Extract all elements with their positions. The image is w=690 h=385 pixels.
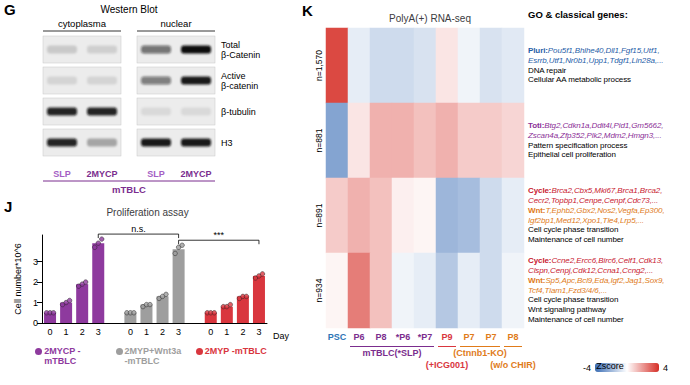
svg-text:0: 0 [33, 318, 38, 328]
html-text:Zscore: Zscore [596, 361, 624, 371]
svg-text:n=881: n=881 [314, 128, 324, 152]
svg-text:P7: P7 [485, 332, 496, 342]
html-text:K: K [302, 2, 313, 19]
svg-text:G: G [4, 1, 16, 18]
html-text:J: J [4, 198, 13, 215]
html-text:(Ctnnb1-KO): (Ctnnb1-KO) [453, 348, 507, 358]
svg-text:0: 0 [48, 327, 53, 337]
svg-text:mTBLC: mTBLC [112, 184, 146, 195]
html-text:Tcf4,Tiam1,Fzd3/4/6,...: Tcf4,Tiam1,Fzd3/4/6,... [528, 285, 608, 295]
svg-text:H3: H3 [221, 138, 233, 148]
svg-text:n=934: n=934 [314, 278, 324, 302]
svg-text:Day: Day [273, 331, 290, 341]
svg-text:1: 1 [144, 327, 149, 337]
svg-text:β-tubulin: β-tubulin [221, 107, 256, 117]
html-text:Clspn,Cenpj,Cdk12,Ccna1,Ccng2,: Clspn,Cenpj,Cdk12,Ccna1,Ccng2,... [528, 266, 654, 275]
html-text:(w/o CHIR): (w/o CHIR) [490, 360, 536, 370]
html-text:GO & classical genes:: GO & classical genes: [528, 9, 628, 20]
html-text:(+ICG001): (+ICG001) [425, 360, 469, 370]
svg-text:2: 2 [240, 327, 245, 337]
svg-text:2MYCP: 2MYCP [86, 169, 117, 179]
svg-text:Western Blot: Western Blot [100, 4, 157, 15]
svg-text:1: 1 [224, 327, 229, 337]
html-text:mTBLC(*SLP): mTBLC(*SLP) [362, 348, 422, 358]
svg-text:4: 4 [663, 363, 668, 373]
html-text:Wnt: Sp5,Apc,Bcl9,Eda,Igf2,Jag: Wnt: Sp5,Apc,Bcl9,Eda,Igf2,Jag1,Sox9, [528, 275, 665, 285]
svg-text:nuclear: nuclear [160, 18, 191, 29]
html-text:Cell cycle phase transition: Cell cycle phase transition [528, 295, 619, 305]
svg-text:3: 3 [33, 257, 38, 267]
svg-text:-4: -4 [583, 363, 591, 373]
svg-text:3: 3 [256, 327, 261, 337]
html-text:Epithelial cell proliferation: Epithelial cell proliferation [528, 150, 616, 160]
svg-text:n=1,570: n=1,570 [314, 50, 324, 81]
svg-text:***: *** [214, 230, 225, 240]
svg-text:PSC: PSC [328, 332, 347, 342]
svg-text:*P6: *P6 [396, 332, 411, 342]
html-text:2MYP+Wnt3a -mTBLC: 2MYP+Wnt3a -mTBLC [124, 346, 182, 366]
svg-text:3: 3 [176, 327, 181, 337]
svg-text:0: 0 [208, 327, 213, 337]
html-text:Esrrb,Utf1,Nr0b1,Upp1,Tdgf1,Li: Esrrb,Utf1,Nr0b1,Upp1,Tdgf1,Lin28a,... [528, 55, 664, 65]
svg-text:Proliferation assay: Proliferation assay [106, 207, 188, 218]
html-text:Igf2bp1,Med12,Xpo1,Tle4,Lrp5,.: Igf2bp1,Med12,Xpo1,Tle4,Lrp5,... [528, 215, 644, 225]
html-text:Maintenance of cell number: Maintenance of cell number [528, 315, 624, 324]
html-text:2MYCP -mTBLC: 2MYCP -mTBLC [44, 346, 81, 366]
svg-text:SLP: SLP [147, 169, 165, 179]
svg-text:*P7: *P7 [418, 332, 433, 342]
html-text:Cell cycle phase transition: Cell cycle phase transition [528, 225, 619, 235]
html-text:Cycle: Brca2,Cbx5,Mki67,Brca1,: Cycle: Brca2,Cbx5,Mki67,Brca1,Brca2, [528, 186, 663, 196]
svg-text:P7: P7 [463, 332, 474, 342]
html-text:2MYP -mTBLC: 2MYP -mTBLC [204, 346, 267, 356]
svg-text:cytoplasma: cytoplasma [58, 18, 107, 29]
html-text:Pattern specification process: Pattern specification process [528, 140, 628, 150]
html-text:Zscan4a,Zfp352,Plk2,Mdm2,Hmgn3: Zscan4a,Zfp352,Plk2,Mdm2,Hmgn3,... [528, 130, 662, 140]
svg-text:1: 1 [33, 298, 38, 308]
svg-text:n.s.: n.s. [131, 224, 146, 234]
svg-text:P8: P8 [507, 332, 518, 342]
html-text:Cecr2,Topbp1,Cenpe,Cenpf,Cdc73: Cecr2,Topbp1,Cenpe,Cenpf,Cdc73,... [528, 195, 659, 205]
html-text:Toti: Btg2,Cdkn1a,Ddit4l,Pid1,: Toti: Btg2,Cdkn1a,Ddit4l,Pid1,Gm5662, [528, 120, 664, 130]
svg-text:2MYCP: 2MYCP [180, 169, 211, 179]
svg-text:2: 2 [160, 327, 165, 337]
svg-text:3: 3 [96, 327, 101, 337]
html-text:Cellular AA metabolic process: Cellular AA metabolic process [528, 75, 631, 85]
html-text:Maintenance of cell number: Maintenance of cell number [528, 235, 624, 245]
svg-text:0: 0 [128, 327, 133, 337]
svg-text:Activeβ-catenin: Activeβ-catenin [221, 71, 258, 91]
svg-text:2: 2 [33, 277, 38, 287]
html-text:Cycle: Ccne2,Ercc6,Birc6,Celf1: Cycle: Ccne2,Ercc6,Birc6,Celf1,Cdk13, [528, 256, 664, 266]
html-text:Pluri: Pou5f1,Bhlhe40,Dll1,Fgf: Pluri: Pou5f1,Bhlhe40,Dll1,Fgf15,Utf1, [528, 45, 660, 55]
svg-text:P6: P6 [353, 332, 364, 342]
svg-text:PolyA(+) RNA-seq: PolyA(+) RNA-seq [389, 13, 471, 24]
svg-text:Totalβ-Catenin: Totalβ-Catenin [221, 40, 260, 60]
svg-text:n=891: n=891 [314, 203, 324, 227]
svg-text:1: 1 [64, 327, 69, 337]
svg-text:2: 2 [80, 327, 85, 337]
html-text:Wnt signaling pathway: Wnt signaling pathway [528, 305, 606, 315]
svg-text:Cell number*10^6: Cell number*10^6 [13, 243, 23, 314]
svg-text:SLP: SLP [53, 169, 71, 179]
html-text:DNA repair: DNA repair [528, 65, 567, 75]
svg-text:P9: P9 [441, 332, 452, 342]
html-text:Wnt: T,Ephb2,Gbx2,Nos2,Vegfa,E: Wnt: T,Ephb2,Gbx2,Nos2,Vegfa,Ep300, [528, 205, 665, 215]
svg-text:P8: P8 [375, 332, 386, 342]
